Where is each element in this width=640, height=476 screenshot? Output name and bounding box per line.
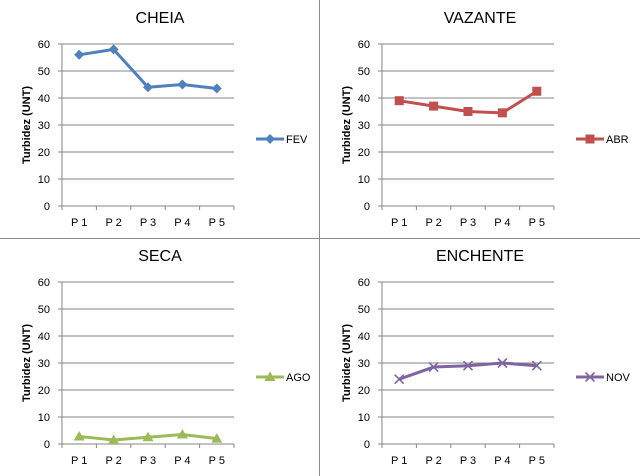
data-point — [142, 431, 154, 442]
x-tick-label: P 3 — [140, 455, 156, 467]
data-point — [74, 49, 85, 60]
x-tick-label: P 2 — [425, 455, 441, 467]
legend-marker — [585, 134, 595, 144]
y-axis-label: Turbidez (UNT) — [21, 86, 33, 164]
y-tick-label: 30 — [38, 120, 50, 132]
legend-label: ABR — [606, 134, 629, 146]
x-tick-label: P 4 — [174, 217, 190, 229]
x-tick-label: P 4 — [494, 455, 510, 467]
chart-title: VAZANTE — [444, 10, 517, 27]
data-point — [497, 357, 508, 369]
x-tick-label: P 5 — [529, 217, 545, 229]
legend-label: NOV — [606, 372, 631, 384]
x-tick-label: P 1 — [391, 455, 407, 467]
x-tick-label: P 1 — [71, 217, 87, 229]
data-point — [176, 429, 188, 439]
y-tick-label: 60 — [358, 39, 370, 51]
y-axis-label: Turbidez (UNT) — [341, 324, 353, 402]
data-point — [463, 107, 473, 116]
y-tick-label: 60 — [38, 277, 50, 289]
y-tick-label: 60 — [38, 39, 50, 51]
chart-panel-1: CHEIA 0 10 20 30 40 50 60 P 1 P 2 P 3 P 4 P 5 Turbide… — [0, 0, 320, 238]
y-tick-label: 60 — [358, 277, 370, 289]
x-tick-label: P 3 — [140, 217, 156, 229]
y-tick-label: 40 — [38, 331, 50, 343]
y-tick-label: 40 — [38, 93, 50, 105]
y-tick-label: 10 — [38, 412, 50, 424]
y-tick-label: 50 — [38, 66, 50, 78]
legend-label: AGO — [286, 372, 311, 384]
y-axis-label: Turbidez (UNT) — [341, 86, 353, 164]
chart-panel-4: ENCHENTE 0 10 20 30 40 50 60 P 1 P 2 P 3 P 4 P 5 Turb… — [320, 238, 640, 476]
x-tick-label: P 2 — [105, 217, 121, 229]
x-tick-label: P 5 — [529, 455, 545, 467]
data-point — [143, 82, 153, 93]
chart-panel-2: VAZANTE 0 10 20 30 40 50 60 P 1 P 2 P 3 P 4 P 5 Turbi… — [320, 0, 640, 238]
data-point — [462, 360, 474, 371]
y-tick-label: 20 — [38, 385, 50, 397]
data-point — [108, 44, 119, 55]
y-tick-label: 0 — [44, 439, 50, 451]
data-point — [73, 430, 85, 441]
data-point — [532, 86, 542, 96]
x-tick-label: P 5 — [209, 217, 225, 229]
y-tick-label: 20 — [358, 385, 370, 397]
y-tick-label: 0 — [364, 201, 370, 213]
y-tick-label: 40 — [358, 93, 370, 105]
y-tick-label: 30 — [358, 120, 370, 132]
y-tick-label: 40 — [358, 331, 370, 343]
x-tick-label: P 2 — [425, 217, 441, 229]
x-tick-label: P 3 — [460, 217, 476, 229]
y-tick-label: 0 — [364, 439, 370, 451]
line-chart: ENCHENTE 0 10 20 30 40 50 60 P 1 P 2 P 3 P 4 P 5 Turb… — [341, 248, 631, 467]
x-tick-label: P 1 — [71, 455, 87, 467]
y-axis-label: Turbidez (UNT) — [21, 324, 33, 402]
data-point — [531, 360, 542, 371]
chart-title: SECA — [138, 248, 182, 265]
x-tick-label: P 1 — [391, 217, 407, 229]
chart-title: CHEIA — [136, 10, 185, 27]
line-chart: SECA 0 10 20 30 40 50 60 P 1 P 2 P 3 P 4 P 5 Turbidez… — [21, 248, 311, 467]
y-tick-label: 30 — [38, 358, 50, 370]
y-tick-label: 20 — [38, 147, 50, 159]
data-point — [211, 433, 223, 443]
data-point — [211, 83, 222, 94]
data-point — [108, 434, 120, 444]
x-tick-label: P 4 — [494, 217, 510, 229]
data-point — [177, 79, 188, 90]
y-tick-label: 10 — [358, 174, 370, 186]
x-tick-label: P 3 — [460, 455, 476, 467]
x-tick-label: P 5 — [209, 455, 225, 467]
y-tick-label: 30 — [358, 358, 370, 370]
y-tick-label: 10 — [38, 174, 50, 186]
y-tick-label: 0 — [44, 201, 50, 213]
y-tick-label: 50 — [358, 304, 370, 316]
data-point — [429, 101, 439, 111]
x-tick-label: P 2 — [105, 455, 121, 467]
legend-label: FEV — [286, 134, 308, 146]
horizontal-divider — [0, 238, 640, 239]
x-tick-label: P 4 — [174, 455, 190, 467]
y-tick-label: 50 — [358, 66, 370, 78]
data-point — [497, 108, 507, 118]
line-chart: VAZANTE 0 10 20 30 40 50 60 P 1 P 2 P 3 P 4 P 5 Turbi… — [341, 10, 629, 229]
legend-marker — [264, 371, 276, 381]
legend-marker — [584, 371, 596, 383]
chart-panel-3: SECA 0 10 20 30 40 50 60 P 1 P 2 P 3 P 4 P 5 Turbidez… — [0, 238, 320, 476]
data-point — [428, 361, 439, 373]
data-point — [394, 96, 404, 106]
y-tick-label: 20 — [358, 147, 370, 159]
line-chart: CHEIA 0 10 20 30 40 50 60 P 1 P 2 P 3 P 4 P 5 Turbide… — [21, 10, 308, 229]
legend-marker — [265, 134, 275, 144]
data-point — [394, 374, 405, 385]
y-tick-label: 10 — [358, 412, 370, 424]
chart-title: ENCHENTE — [436, 248, 524, 265]
y-tick-label: 50 — [38, 304, 50, 316]
